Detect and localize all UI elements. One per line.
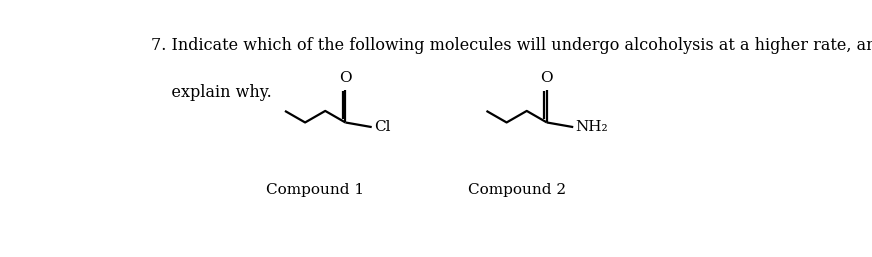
- Text: O: O: [339, 71, 351, 85]
- Text: Compound 2: Compound 2: [467, 183, 566, 197]
- Text: Cl: Cl: [374, 120, 391, 134]
- Text: explain why.: explain why.: [151, 84, 272, 101]
- Text: Compound 1: Compound 1: [266, 183, 364, 197]
- Text: 7. Indicate which of the following molecules will undergo alcoholysis at a highe: 7. Indicate which of the following molec…: [151, 37, 872, 54]
- Text: NH₂: NH₂: [576, 120, 608, 134]
- Text: O: O: [541, 71, 553, 85]
